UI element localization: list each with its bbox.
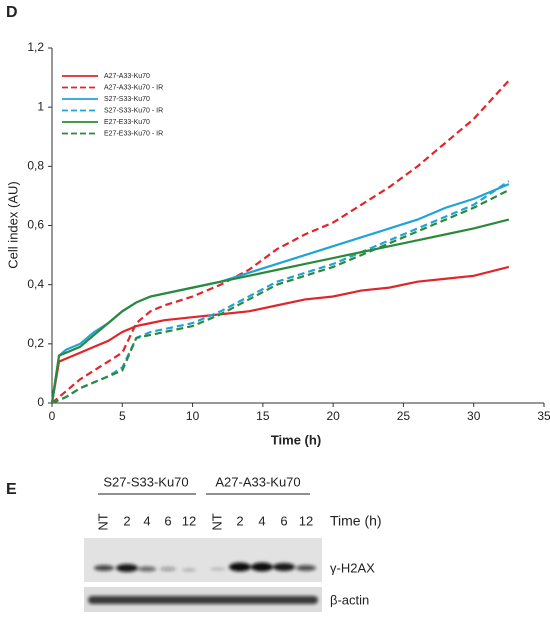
line [50, 265, 510, 404]
y-tick-label: 1 [37, 99, 44, 113]
y-tick-label: 1,2 [27, 40, 44, 54]
x-axis-label: Time (h) [271, 432, 321, 447]
y-tick-label: 0,8 [27, 159, 44, 173]
group-label: A27-A33-Ku70 [215, 474, 300, 489]
y-tick-label: 0 [37, 395, 44, 409]
lane-label: 2 [236, 513, 243, 528]
legend-label: E27-E33-Ku70 - IR [104, 130, 163, 137]
lane-label: 2 [123, 513, 130, 528]
line [51, 180, 510, 405]
row-label: γ-H2AX [330, 560, 375, 575]
panel-label: D [6, 4, 18, 21]
line [51, 189, 510, 405]
group-label: S27-S33-Ku70 [103, 474, 188, 489]
legend-label: A27-A33-Ku70 [104, 73, 150, 80]
x-tick-label: 25 [397, 409, 411, 423]
y-tick-label: 0,6 [27, 218, 44, 232]
legend-label: A27-A33-Ku70 - IR [104, 84, 163, 91]
x-tick-label: 10 [186, 409, 200, 423]
line [50, 218, 510, 404]
lane-label: 12 [182, 513, 196, 528]
lane-label: 6 [164, 513, 171, 528]
x-tick-label: 35 [537, 409, 550, 423]
lane-label: NT [209, 513, 224, 530]
x-tick-label: 0 [49, 409, 56, 423]
lane-label: 6 [280, 513, 287, 528]
time-label: Time (h) [330, 513, 382, 529]
x-tick-label: 15 [256, 409, 270, 423]
blot-image [84, 538, 322, 612]
row-label: β-actin [330, 592, 369, 607]
x-tick-label: 5 [119, 409, 126, 423]
lane-label: 4 [258, 513, 265, 528]
legend-label: E27-E33-Ku70 [104, 119, 150, 126]
line [50, 183, 510, 404]
legend-label: S27-S33-Ku70 - IR [104, 107, 163, 114]
x-tick-label: 30 [467, 409, 481, 423]
legend-label: S27-S33-Ku70 [104, 96, 150, 103]
lane-label: 12 [299, 513, 313, 528]
y-axis-label: Cell index (AU) [5, 181, 20, 268]
line [51, 79, 510, 404]
lane-label: NT [95, 513, 110, 530]
lane-label: 4 [143, 513, 150, 528]
panel-label: E [6, 481, 17, 498]
y-tick-label: 0,4 [27, 277, 44, 291]
y-tick-label: 0,2 [27, 336, 44, 350]
x-tick-label: 20 [326, 409, 340, 423]
